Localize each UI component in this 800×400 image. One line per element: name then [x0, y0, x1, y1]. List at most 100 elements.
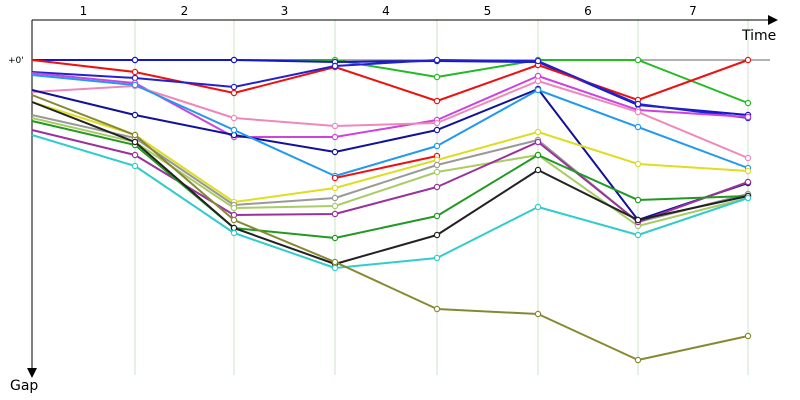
- point-blue-5: [534, 57, 542, 65]
- series-line-red: [31, 59, 749, 102]
- point-olive-7: [744, 332, 752, 340]
- series-line-pink: [31, 80, 749, 159]
- point-black-1: [131, 138, 139, 146]
- point-yellow-3: [331, 184, 339, 192]
- lap-labels: 1 2 3 4 5 6 7: [80, 4, 697, 18]
- series-sky-blue: [31, 74, 752, 180]
- point-red-7: [744, 56, 752, 64]
- point-purple-pink-3: [331, 133, 339, 141]
- point-pink-5: [534, 77, 542, 85]
- point-teal-1: [131, 162, 139, 170]
- point-olive-4: [433, 305, 441, 313]
- point-sky-blue-4: [433, 142, 441, 150]
- series-yellow: [31, 101, 752, 206]
- point-yellow-5: [534, 128, 542, 136]
- point-sky-blue-5: [534, 86, 542, 94]
- series-line-red-2: [334, 155, 438, 179]
- point-teal-2: [230, 229, 238, 237]
- series-line-black: [31, 101, 749, 265]
- point-teal-5: [534, 203, 542, 211]
- series: [31, 56, 752, 364]
- y-axis-title: Gap: [10, 378, 38, 394]
- point-olive-3: [331, 258, 339, 266]
- series-line-sky-blue: [31, 74, 749, 177]
- point-yellow-6: [634, 160, 642, 168]
- point-olive-light-2: [230, 204, 238, 212]
- lap-label-1: 1: [80, 4, 88, 18]
- point-red-2-3: [331, 174, 339, 182]
- series-line-yellow: [31, 101, 749, 203]
- gap-axis-arrow: [27, 368, 37, 378]
- point-pink-3: [331, 122, 339, 130]
- point-dark-blue-4: [433, 126, 441, 134]
- series-red: [31, 56, 752, 105]
- point-blue-2: [230, 83, 238, 91]
- point-teal-6: [634, 231, 642, 239]
- point-sky-blue-1: [131, 81, 139, 89]
- point-red-2: [230, 89, 238, 97]
- series-violet: [31, 129, 752, 226]
- point-violet-5: [534, 138, 542, 146]
- point-red-1: [131, 68, 139, 76]
- point-pink-2: [230, 114, 238, 122]
- lap-label-6: 6: [584, 4, 592, 18]
- axes: Time Gap +0': [8, 15, 778, 394]
- point-pink-4: [433, 119, 441, 127]
- zero-label: +0': [8, 56, 24, 66]
- lap-label-5: 5: [484, 4, 492, 18]
- point-navy-1: [131, 56, 139, 64]
- point-yellow-7: [744, 167, 752, 175]
- point-black-6: [634, 216, 642, 224]
- point-olive-2: [230, 216, 238, 224]
- series-line-dark-blue: [31, 88, 749, 221]
- point-red-4: [433, 97, 441, 105]
- series-line-blue: [31, 59, 749, 119]
- series-line-green: [32, 59, 749, 104]
- series-line-olive-light: [31, 117, 749, 227]
- point-violet-4: [433, 183, 441, 191]
- point-dark-green-4: [433, 212, 441, 220]
- lap-label-2: 2: [181, 4, 189, 18]
- series-dark-blue: [31, 85, 752, 224]
- point-pink-7: [744, 154, 752, 162]
- series-olive: [31, 94, 752, 364]
- time-axis-arrow: [768, 15, 778, 25]
- point-green-6: [634, 56, 642, 64]
- point-green-4: [433, 73, 441, 81]
- series-line-teal: [31, 134, 749, 269]
- point-olive-5: [534, 310, 542, 318]
- point-violet-3: [331, 210, 339, 218]
- point-blue-6: [634, 100, 642, 108]
- point-olive-6: [634, 356, 642, 364]
- lap-label-3: 3: [281, 4, 289, 18]
- point-blue-4: [433, 56, 441, 64]
- x-axis-title: Time: [741, 28, 776, 44]
- lap-label-7: 7: [689, 4, 697, 18]
- point-dark-green-3: [331, 234, 339, 242]
- point-black-5: [534, 166, 542, 174]
- point-gray-3: [331, 194, 339, 202]
- point-olive-light-3: [331, 202, 339, 210]
- point-sky-blue-2: [230, 126, 238, 134]
- point-olive-1: [131, 131, 139, 139]
- point-gray-4: [433, 161, 441, 169]
- point-green-7: [744, 99, 752, 107]
- point-pink-6: [634, 108, 642, 116]
- point-blue-3: [331, 62, 339, 70]
- series-line-violet: [31, 129, 749, 223]
- point-teal-4: [433, 254, 441, 262]
- point-navy-2: [230, 56, 238, 64]
- point-teal-7: [744, 194, 752, 202]
- point-dark-green-6: [634, 196, 642, 204]
- point-dark-blue-1: [131, 111, 139, 119]
- point-dark-blue-3: [331, 148, 339, 156]
- point-teal-3: [331, 264, 339, 272]
- point-violet-1: [131, 151, 139, 159]
- series-line-olive: [31, 94, 749, 361]
- point-purple-pink-7: [744, 113, 752, 121]
- point-black-4: [433, 231, 441, 239]
- point-sky-blue-6: [634, 123, 642, 131]
- lap-label-4: 4: [382, 4, 390, 18]
- series-line-dark-green: [31, 120, 749, 239]
